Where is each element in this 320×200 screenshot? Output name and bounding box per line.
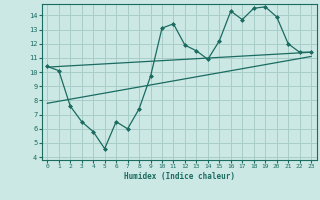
X-axis label: Humidex (Indice chaleur): Humidex (Indice chaleur) — [124, 172, 235, 181]
